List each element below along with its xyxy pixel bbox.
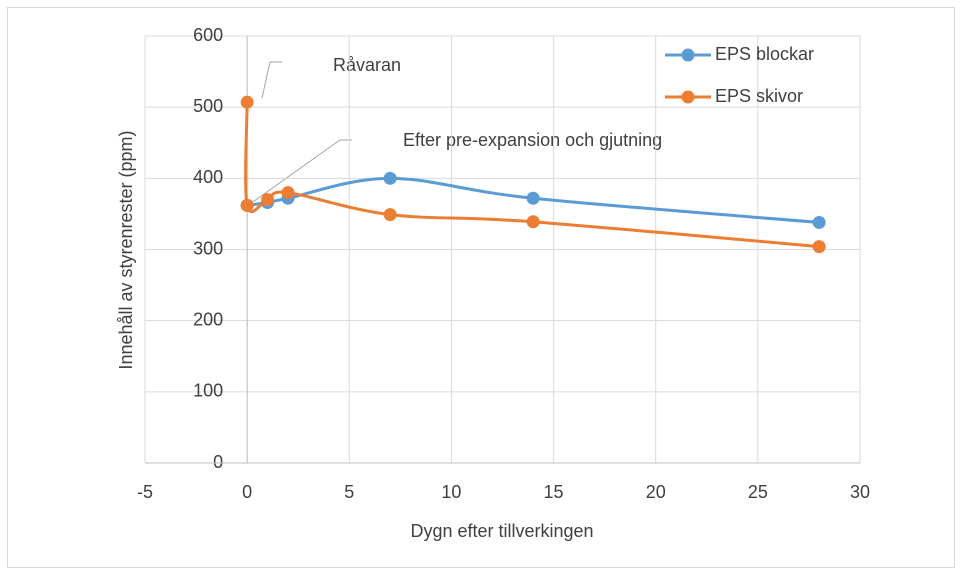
y-tick-label: 0 bbox=[213, 452, 223, 472]
annotation-leader bbox=[249, 139, 352, 205]
data-point bbox=[261, 193, 275, 207]
annotation-leader bbox=[261, 61, 282, 99]
y-tick-label: 600 bbox=[193, 25, 223, 45]
legend-label: EPS blockar bbox=[715, 44, 814, 64]
x-axis-label: Dygn efter tillverkingen bbox=[410, 521, 593, 541]
legend-marker bbox=[681, 48, 695, 62]
data-point bbox=[383, 208, 397, 222]
legend-label: EPS skivor bbox=[715, 86, 803, 106]
y-tick-label: 400 bbox=[193, 167, 223, 187]
data-point bbox=[526, 191, 540, 205]
x-tick-label: 25 bbox=[748, 482, 768, 502]
annotation: Råvaran bbox=[333, 55, 401, 75]
x-tick-label: 5 bbox=[344, 482, 354, 502]
data-point bbox=[281, 186, 295, 200]
x-tick-label: 10 bbox=[441, 482, 461, 502]
annotation: Efter pre-expansion och gjutning bbox=[403, 130, 662, 150]
data-point bbox=[812, 240, 826, 254]
y-tick-label: 200 bbox=[193, 309, 223, 329]
chart-border bbox=[7, 7, 955, 568]
legend-marker bbox=[681, 90, 695, 104]
y-axis-label: Innehåll av styrenrester (ppm) bbox=[116, 130, 136, 369]
y-tick-label: 500 bbox=[193, 96, 223, 116]
data-point bbox=[812, 215, 826, 229]
x-tick-label: 20 bbox=[646, 482, 666, 502]
data-point bbox=[526, 215, 540, 229]
x-tick-label: 0 bbox=[242, 482, 252, 502]
x-tick-label: -5 bbox=[137, 482, 153, 502]
y-tick-label: 100 bbox=[193, 381, 223, 401]
x-tick-label: 30 bbox=[850, 482, 870, 502]
y-tick-label: 300 bbox=[193, 238, 223, 258]
data-point bbox=[240, 198, 254, 212]
data-point bbox=[240, 95, 254, 109]
data-point bbox=[383, 171, 397, 185]
x-tick-label: 15 bbox=[544, 482, 564, 502]
